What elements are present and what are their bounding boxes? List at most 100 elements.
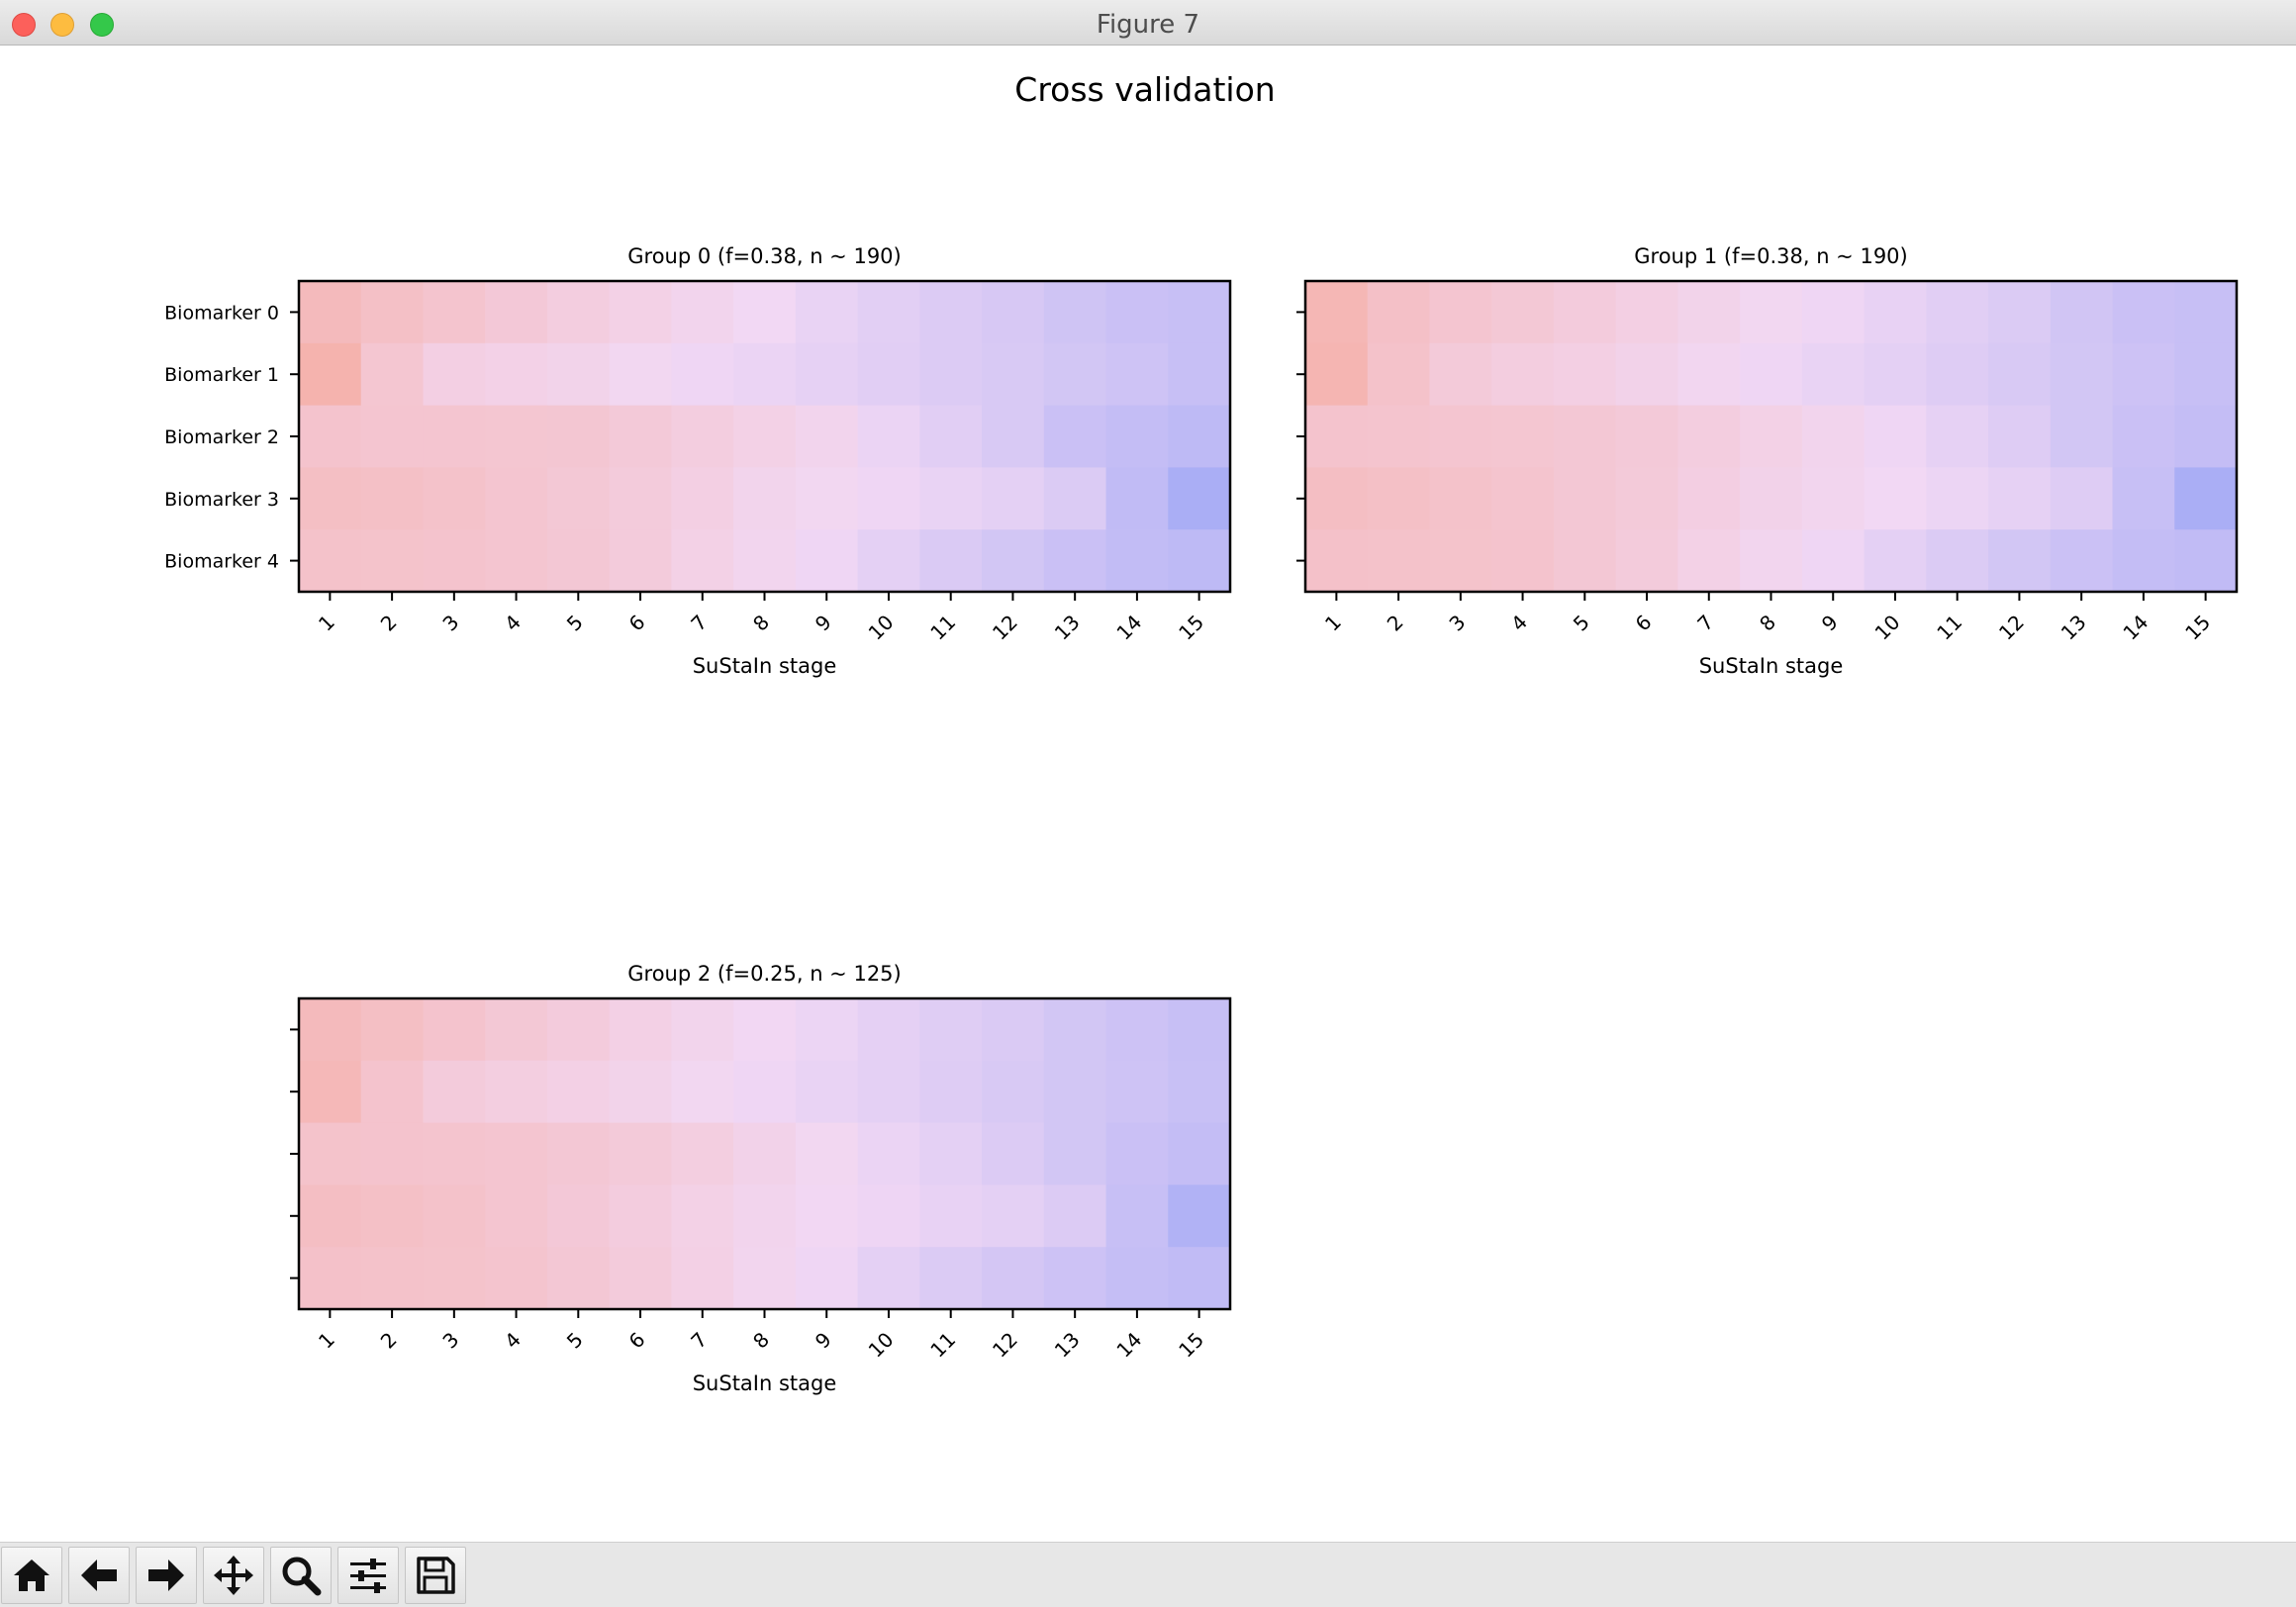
heatmap-cell — [1168, 1247, 1231, 1310]
heatmap-cell — [1553, 529, 1617, 593]
heatmap-cell — [299, 529, 362, 593]
heatmap-cell — [733, 1247, 797, 1310]
heatmap-cell — [1043, 1122, 1107, 1185]
heatmap-cell — [1864, 405, 1927, 468]
x-tick-label: 6 — [1631, 611, 1657, 636]
heatmap-cell — [1801, 342, 1866, 407]
heatmap-cell — [1553, 405, 1617, 468]
x-tick-label: 2 — [376, 611, 402, 636]
figure-canvas[interactable]: Cross validation Group 0 (f=0.38, n ~ 19… — [0, 46, 2296, 1542]
heatmap-cell — [360, 342, 425, 407]
x-tick-label: 10 — [1870, 611, 1905, 645]
x-tick-label: 9 — [811, 1328, 836, 1354]
heatmap-cell — [1926, 342, 1989, 407]
heatmap-cell — [857, 1060, 920, 1124]
x-tick-label: 14 — [1111, 611, 1146, 645]
heatmap-cell — [423, 405, 486, 468]
heatmap-cell — [1367, 467, 1431, 530]
heatmap-cell — [2050, 281, 2114, 344]
heatmap-cell — [609, 405, 672, 468]
x-tick-label: 3 — [1444, 611, 1470, 636]
heatmap-cell — [1105, 1122, 1169, 1185]
heatmap-cell — [1105, 405, 1169, 468]
heatmap-cell — [2174, 529, 2238, 593]
heatmap-cell — [1168, 281, 1231, 344]
home-button[interactable] — [1, 1547, 62, 1604]
heatmap-cell — [609, 467, 672, 530]
heatmap-cell — [919, 998, 983, 1062]
heatmap-cell — [671, 1060, 734, 1124]
heatmap-cell — [485, 281, 548, 344]
heatmap-cell — [423, 1060, 486, 1124]
heatmap-cell — [1105, 1247, 1169, 1310]
heatmap-cell — [982, 1184, 1045, 1248]
x-tick-label: 6 — [624, 1328, 650, 1354]
heatmap-cell — [299, 1122, 362, 1185]
heatmap-cell — [1740, 342, 1803, 407]
heatmap-cell — [360, 1060, 425, 1124]
minimize-window-button[interactable] — [50, 13, 74, 37]
heatmap-cell — [671, 342, 734, 407]
move-arrows-icon — [214, 1556, 253, 1595]
maximize-window-button[interactable] — [90, 13, 114, 37]
heatmap-cell — [299, 998, 362, 1062]
x-tick-label: 3 — [437, 1328, 463, 1354]
heatmap-cell — [733, 1060, 797, 1124]
floppy-disk-icon — [417, 1557, 455, 1594]
configure-subplots-button[interactable] — [337, 1547, 399, 1604]
heatmap-cell — [1168, 1184, 1231, 1248]
x-tick-label: 5 — [562, 611, 588, 636]
x-tick-label: 12 — [988, 611, 1022, 645]
zoom-button[interactable] — [270, 1547, 332, 1604]
window-titlebar: Figure 7 — [0, 0, 2296, 46]
x-tick-label: 5 — [562, 1328, 588, 1354]
heatmap-cell — [1740, 281, 1803, 344]
x-tick-label: 11 — [1932, 611, 1966, 645]
heatmap-cell — [671, 529, 734, 593]
heatmap-cell — [1740, 529, 1803, 593]
heatmap-cell — [546, 529, 611, 593]
heatmap-cell — [1553, 281, 1617, 344]
heatmap-cell — [857, 1247, 920, 1310]
heatmap-cell — [1105, 342, 1169, 407]
close-window-button[interactable] — [12, 13, 36, 37]
x-axis-label: SuStaIn stage — [693, 654, 837, 678]
heatmap-cell — [546, 342, 611, 407]
heatmap-cell — [1429, 529, 1492, 593]
heatmap-cell — [1105, 281, 1169, 344]
heatmap-cell — [299, 1184, 362, 1248]
pan-button[interactable] — [203, 1547, 264, 1604]
heatmap-cell — [1801, 281, 1866, 344]
heatmap-cell — [2174, 342, 2238, 407]
heatmap-cell — [795, 1122, 859, 1185]
heatmap-cell — [609, 529, 672, 593]
x-axis-label: SuStaIn stage — [693, 1371, 837, 1395]
heatmap-cell — [1043, 405, 1107, 468]
heatmap-cell — [1168, 405, 1231, 468]
save-button[interactable] — [405, 1547, 466, 1604]
forward-button[interactable] — [136, 1547, 197, 1604]
heatmap-cell — [1801, 467, 1866, 530]
heatmap-cell — [733, 529, 797, 593]
heatmap-cell — [857, 529, 920, 593]
heatmap-cell — [1168, 998, 1231, 1062]
heatmap-cell — [733, 1184, 797, 1248]
heatmap-cell — [299, 342, 362, 407]
heatmap-cell — [1367, 342, 1431, 407]
heatmap-cell — [733, 998, 797, 1062]
heatmap-cell — [2112, 405, 2175, 468]
y-tick-label: Biomarker 4 — [164, 551, 279, 573]
x-tick-label: 2 — [376, 1328, 402, 1354]
heatmap-cell — [1801, 529, 1866, 593]
heatmap-cell — [1864, 342, 1927, 407]
x-tick-label: 11 — [925, 1328, 960, 1363]
heatmap-cell — [919, 467, 983, 530]
heatmap-cell — [733, 467, 797, 530]
back-button[interactable] — [68, 1547, 130, 1604]
heatmap-cell — [299, 405, 362, 468]
x-axis-label: SuStaIn stage — [1699, 654, 1844, 678]
heatmap-cell — [1677, 529, 1741, 593]
heatmap-cell — [857, 1184, 920, 1248]
heatmap-cell — [1429, 405, 1492, 468]
heatmap-cell — [795, 342, 859, 407]
